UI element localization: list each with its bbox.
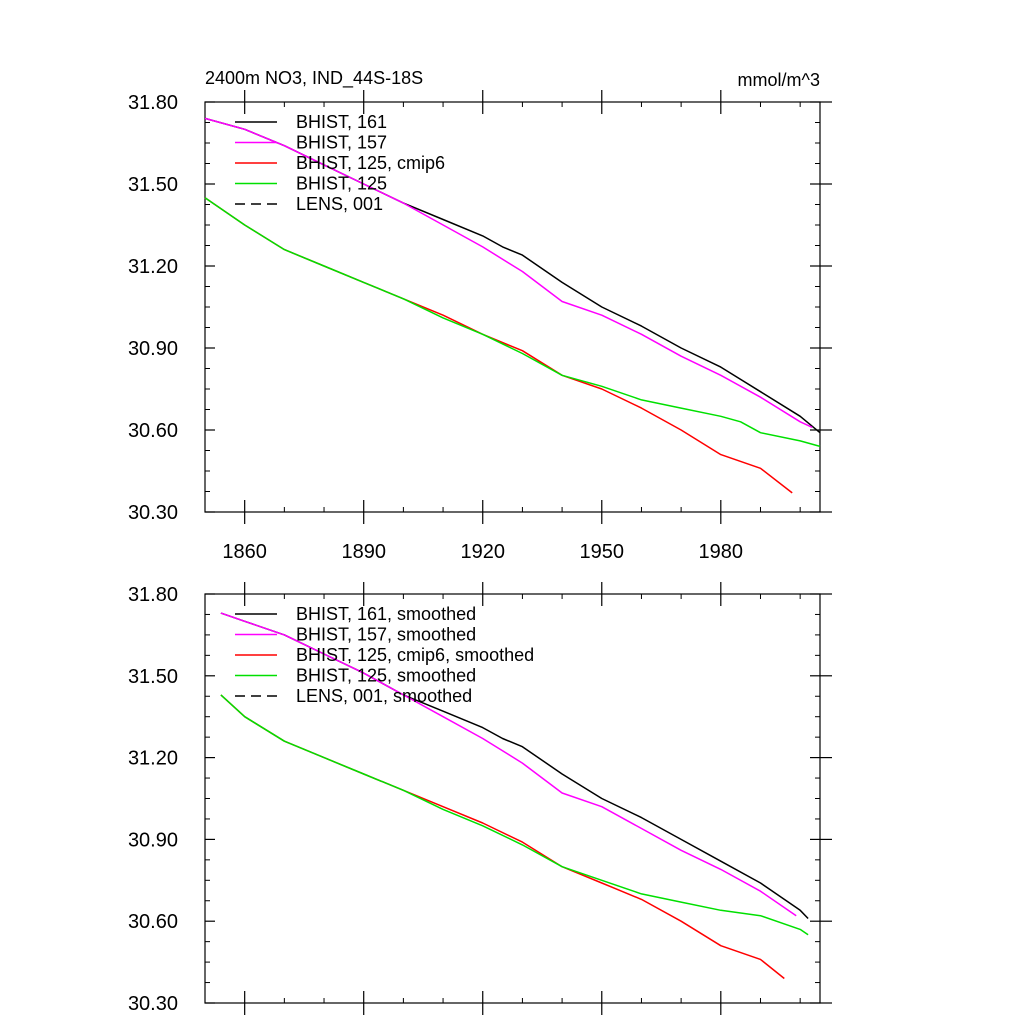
legend-label: BHIST, 157 bbox=[296, 133, 387, 153]
x-tick-label: 1980 bbox=[699, 541, 744, 563]
top-panel: 1860 1890 1920 1950 1980 30.30 30.60 30.90 31.20… bbox=[128, 90, 832, 563]
legend-label: BHIST, 157, smoothed bbox=[296, 625, 476, 645]
legend-label: BHIST, 125 bbox=[296, 174, 387, 194]
legend-label: BHIST, 161, smoothed bbox=[296, 604, 476, 624]
chart-title: 2400m NO3, IND_44S-18S bbox=[205, 68, 423, 89]
y-tick-label: 30.90 bbox=[128, 829, 178, 851]
series-line bbox=[220, 694, 785, 980]
units-label: mmol/m^3 bbox=[738, 70, 820, 90]
y-tick-label: 30.60 bbox=[128, 420, 178, 442]
series-line bbox=[220, 694, 809, 936]
legend-label: LENS, 001 bbox=[296, 194, 383, 214]
y-tick-label: 31.50 bbox=[128, 666, 178, 688]
y-tick-label: 30.90 bbox=[128, 338, 178, 360]
y-tick-label: 30.60 bbox=[128, 911, 178, 933]
bottom-panel: 30.30 30.60 30.90 31.20 31.50 31.80 BHIST, 161… bbox=[128, 582, 832, 1015]
x-tick-label: 1860 bbox=[222, 541, 267, 563]
y-tick-label: 30.30 bbox=[128, 993, 178, 1015]
x-tick-label: 1950 bbox=[580, 541, 625, 563]
y-tick-label: 31.80 bbox=[128, 92, 178, 114]
legend-label: BHIST, 125, cmip6 bbox=[296, 153, 445, 173]
x-tick-label: 1890 bbox=[341, 541, 386, 563]
legend-label: BHIST, 125, smoothed bbox=[296, 666, 476, 686]
series-line bbox=[220, 612, 797, 917]
y-tick-label: 30.30 bbox=[128, 502, 178, 524]
series-line bbox=[204, 117, 813, 428]
series-line bbox=[204, 197, 793, 494]
legend-label: BHIST, 161 bbox=[296, 112, 387, 132]
legend-label: BHIST, 125, cmip6, smoothed bbox=[296, 645, 534, 665]
y-tick-label: 31.20 bbox=[128, 748, 178, 770]
y-tick-label: 31.20 bbox=[128, 256, 178, 278]
x-tick-label: 1920 bbox=[460, 541, 505, 563]
series-line bbox=[204, 197, 821, 448]
y-tick-label: 31.50 bbox=[128, 174, 178, 196]
y-tick-label: 31.80 bbox=[128, 584, 178, 606]
legend-label: LENS, 001, smoothed bbox=[296, 686, 472, 706]
